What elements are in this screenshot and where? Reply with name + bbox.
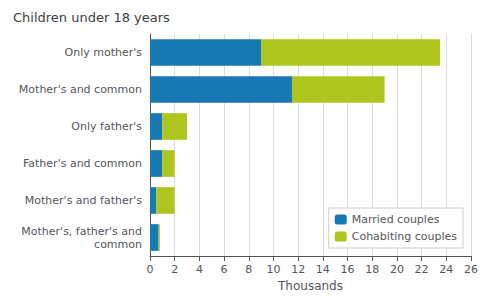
- svg-text:Mother's and father's: Mother's and father's: [25, 194, 142, 207]
- svg-text:18: 18: [365, 263, 379, 276]
- svg-text:Thousands: Thousands: [277, 279, 343, 293]
- svg-text:0: 0: [147, 263, 154, 276]
- svg-text:22: 22: [415, 263, 429, 276]
- svg-text:6: 6: [221, 263, 228, 276]
- svg-text:Married couples: Married couples: [352, 213, 440, 226]
- svg-text:8: 8: [245, 263, 252, 276]
- svg-text:10: 10: [266, 263, 280, 276]
- svg-text:4: 4: [196, 263, 203, 276]
- svg-text:2: 2: [171, 263, 178, 276]
- svg-text:20: 20: [390, 263, 404, 276]
- svg-text:12: 12: [291, 263, 305, 276]
- svg-text:Only father's: Only father's: [71, 120, 142, 133]
- svg-text:common: common: [94, 238, 142, 251]
- svg-text:Father's and common: Father's and common: [23, 157, 142, 170]
- svg-text:26: 26: [464, 263, 478, 276]
- svg-text:14: 14: [316, 263, 330, 276]
- svg-text:Mother's and common: Mother's and common: [19, 83, 142, 96]
- svg-text:Cohabiting couples: Cohabiting couples: [352, 230, 458, 243]
- svg-text:Mother's, father's and: Mother's, father's and: [21, 225, 142, 238]
- svg-text:16: 16: [341, 263, 355, 276]
- svg-text:Children under 18 years: Children under 18 years: [13, 10, 170, 25]
- svg-text:Only mother's: Only mother's: [65, 46, 143, 59]
- svg-text:24: 24: [439, 263, 453, 276]
